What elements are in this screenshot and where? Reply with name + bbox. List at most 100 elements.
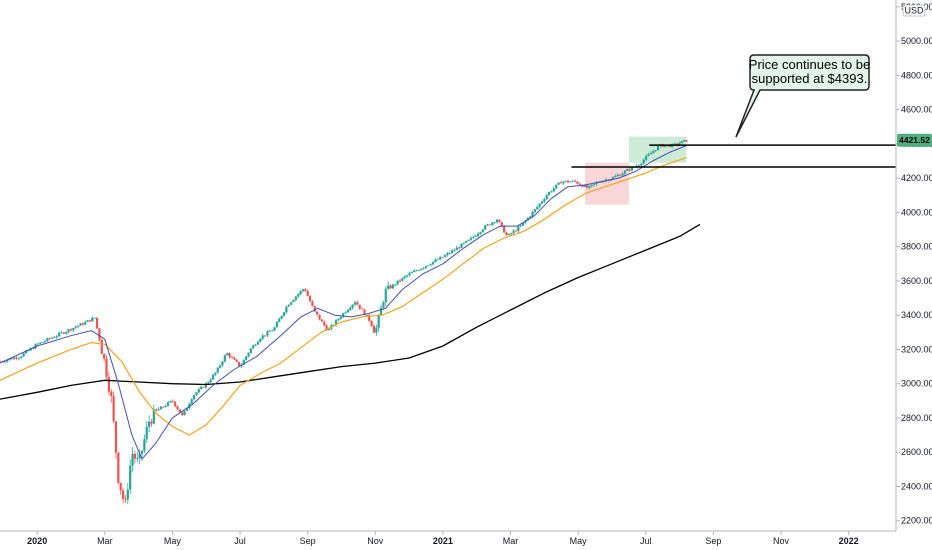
candle-body <box>552 188 555 192</box>
candle-body <box>105 358 108 378</box>
candle-body <box>427 265 430 267</box>
candle-body <box>337 318 340 321</box>
candle-body <box>387 285 390 289</box>
candle-body <box>39 342 42 344</box>
levels-layer <box>571 144 896 168</box>
last-price-badge: 4421.52 <box>897 133 932 147</box>
candle-body <box>611 177 615 180</box>
price-axis[interactable]: 2200.00 2400.00 2600.00 2800.00 3000.00 3200.… <box>896 2 932 526</box>
candle-body <box>62 332 66 334</box>
candle-body <box>41 341 44 343</box>
candle-body <box>285 306 288 313</box>
candle-body <box>413 270 416 273</box>
candle-body <box>566 180 570 183</box>
candle-body <box>361 308 364 310</box>
candle-body <box>443 255 447 258</box>
callout[interactable]: Price continues to be supported at $4393… <box>735 54 870 138</box>
candle-body <box>467 239 470 241</box>
candle-body <box>0 361 2 363</box>
candle-body <box>88 320 92 322</box>
candle-body <box>204 383 208 388</box>
price-tick-label: 3000.00 <box>901 379 932 389</box>
callout-line-2: supported at $4393. <box>752 71 868 86</box>
candle-body <box>637 165 641 167</box>
candle-body <box>685 140 688 142</box>
candle-body <box>370 320 373 326</box>
candle-body <box>53 337 56 339</box>
candle-body <box>327 328 331 331</box>
candle-body <box>126 489 129 500</box>
candle-body <box>453 249 456 251</box>
candle-body <box>195 392 198 395</box>
candle-body <box>533 209 536 212</box>
candle-body <box>117 452 120 483</box>
candle-body <box>436 259 439 261</box>
candle-body <box>543 199 546 202</box>
candle-body <box>304 289 307 291</box>
time-axis[interactable]: 2020 Mar May Jul Sep Nov 2021 Mar May Jul Sep Nov 20… <box>27 531 859 546</box>
candle-body <box>429 264 432 266</box>
candle-body <box>432 261 435 265</box>
candle-body <box>24 350 28 354</box>
candle-body <box>486 224 489 226</box>
candle-body <box>571 180 574 182</box>
candle-body <box>503 225 506 233</box>
candle-body <box>368 314 371 321</box>
candle-body <box>678 143 681 145</box>
candle-body <box>576 181 579 184</box>
candle-body <box>247 352 250 357</box>
candle-body <box>455 247 458 250</box>
candle-body <box>538 203 541 207</box>
time-tick-label: Mar <box>503 536 519 546</box>
candle-body <box>462 242 465 244</box>
candle-body <box>647 154 650 156</box>
candle-body <box>181 412 184 415</box>
candle-body <box>140 450 144 455</box>
candle-body <box>529 216 532 218</box>
candle-body <box>474 235 477 237</box>
candle-body <box>133 453 137 459</box>
candle-body <box>342 313 345 317</box>
candle-body <box>446 253 449 256</box>
candle-body <box>93 317 96 319</box>
time-tick-label: May <box>570 536 588 546</box>
candle-body <box>595 182 598 185</box>
time-tick-label: Jul <box>640 536 652 546</box>
candle-body <box>476 233 480 236</box>
candle-body <box>640 163 643 166</box>
candle-body <box>297 294 300 297</box>
candle-body <box>417 270 421 271</box>
candle-body <box>469 237 473 240</box>
candle-body <box>507 233 510 235</box>
candle-body <box>519 225 522 227</box>
candle-body <box>547 191 551 196</box>
candle-body <box>439 257 442 260</box>
candle-body <box>221 361 224 366</box>
candle-body <box>20 356 23 358</box>
candle-body <box>131 453 134 466</box>
candle-body <box>185 408 189 411</box>
moving-averages-layer <box>0 145 701 460</box>
candle-body <box>306 290 309 296</box>
candle-body <box>301 289 305 292</box>
candle-body <box>166 402 170 406</box>
candle-body <box>434 259 437 262</box>
candle-body <box>339 316 342 319</box>
candle-body <box>484 225 487 230</box>
candle-body <box>129 465 132 490</box>
candle-body <box>197 389 200 393</box>
candle-body <box>190 399 193 404</box>
candle-body <box>318 314 321 320</box>
candle-body <box>226 353 229 356</box>
candle-body <box>6 359 9 362</box>
time-tick-label: Nov <box>367 536 384 546</box>
candle-body <box>510 233 513 235</box>
candle-body <box>652 151 655 154</box>
candle-body <box>458 247 461 249</box>
candle-body <box>668 144 671 147</box>
candle-body <box>320 319 323 322</box>
candle-body <box>626 169 629 171</box>
candle-body <box>266 331 269 336</box>
candle-body <box>308 295 312 302</box>
